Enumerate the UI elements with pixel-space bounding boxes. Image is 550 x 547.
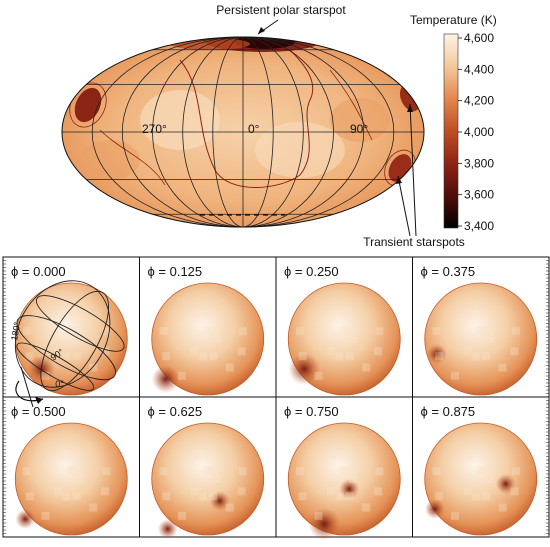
colorbar-title: Temperature (K) (410, 13, 497, 27)
transient-arrow-upper (409, 103, 417, 237)
stellar-disk (151, 282, 265, 396)
mollweide-map: 270° 0° 90° (61, 36, 425, 228)
phase-label: ϕ = 0.000 (11, 264, 66, 279)
phase-label: ϕ = 0.500 (11, 404, 66, 419)
phase-label: ϕ = 0.125 (148, 264, 203, 279)
colorbar-tick-label: 4,200 (464, 94, 494, 108)
sphere-grid-label: 180° (9, 321, 22, 341)
phase-label: ϕ = 0.250 (284, 264, 339, 279)
colorbar: Temperature (K) 4,600 4,400 4,200 4,000 3,80… (410, 13, 497, 233)
longitude-label-90: 90° (350, 122, 368, 136)
stellar-disk: 180°90°0° (9, 280, 128, 408)
transient-arrow-lower (397, 175, 411, 237)
longitude-label-270: 270° (142, 122, 167, 136)
transient-spots-annotation: Transient starspots (363, 235, 465, 249)
phase-label: ϕ = 0.875 (421, 404, 476, 419)
stellar-disk (14, 422, 128, 536)
polar-spot-annotation: Persistent polar starspot (216, 3, 346, 17)
colorbar-tick-label: 3,400 (464, 219, 494, 233)
colorbar-tick-label: 4,000 (464, 125, 494, 139)
stellar-disk (287, 422, 401, 540)
phase-label: ϕ = 0.750 (284, 404, 339, 419)
colorbar-tick-label: 3,600 (464, 188, 494, 202)
stellar-disk (287, 282, 401, 396)
sphere-grid-label: 0° (55, 379, 64, 389)
colorbar-ramp (443, 33, 459, 229)
colorbar-tick-label: 3,800 (464, 156, 494, 170)
stellar-disk (424, 282, 538, 396)
colorbar-tick-label: 4,400 (464, 62, 494, 76)
colorbar-tick-label: 4,600 (464, 31, 494, 45)
stellar-disk (424, 422, 538, 536)
stellar-disk (151, 422, 265, 539)
phase-label: ϕ = 0.625 (148, 404, 203, 419)
phase-label: ϕ = 0.375 (421, 264, 476, 279)
longitude-label-0: 0° (248, 122, 260, 136)
